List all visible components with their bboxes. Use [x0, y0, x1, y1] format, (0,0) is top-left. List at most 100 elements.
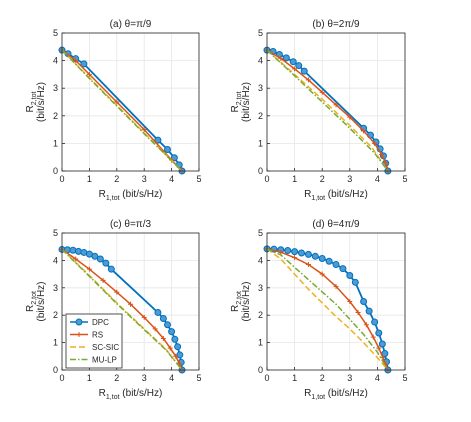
series-line-MU-LP: [61, 49, 183, 172]
point-RS: [114, 99, 120, 105]
axes-frame: [61, 232, 200, 371]
y-tick-label: 3: [53, 83, 58, 93]
axes-frame: [61, 32, 200, 172]
panel-title: (b) θ=2π/9: [312, 19, 360, 30]
x-tick-label: 2: [320, 174, 325, 184]
point-DPC: [171, 335, 179, 343]
point-RS: [376, 345, 382, 351]
x-tick-label: 0: [264, 174, 269, 184]
y-tick-label: 5: [258, 228, 263, 238]
point-DPC: [339, 265, 347, 273]
y-tick-label: 4: [258, 56, 263, 66]
point-DPC: [289, 58, 297, 66]
point-RS: [173, 353, 179, 359]
y-tick-label: 0: [258, 166, 263, 176]
y-tick-label: 3: [53, 283, 58, 293]
point-RS: [370, 334, 376, 340]
x-tick-label: 3: [142, 373, 147, 383]
point-RS: [333, 102, 339, 108]
point-DPC: [375, 329, 383, 337]
series-line-MU-LP: [61, 248, 183, 371]
legend-marker-RS: [76, 332, 82, 337]
point-RS: [372, 140, 378, 146]
x-tick-label: 0: [264, 373, 269, 383]
y-tick-label: 1: [258, 138, 263, 148]
point-DPC: [291, 248, 299, 256]
x-tick-label: 5: [402, 373, 407, 383]
y-axis-label: R2,tot: [230, 291, 243, 312]
y-tick-label: 0: [53, 365, 58, 375]
y-axis-unit: (bit/s/Hz): [241, 282, 252, 322]
point-DPC: [351, 278, 359, 286]
y-tick-label: 1: [258, 338, 263, 348]
x-tick-label: 2: [114, 373, 119, 383]
y-tick-label: 0: [53, 166, 58, 176]
y-tick-label: 3: [258, 83, 263, 93]
point-RS: [167, 345, 173, 351]
series-line-MU-LP: [266, 49, 389, 172]
point-DPC: [365, 307, 373, 315]
point-DPC: [378, 340, 386, 348]
point-RS: [319, 89, 325, 95]
point-DPC: [360, 298, 368, 305]
point-RS: [278, 249, 284, 255]
point-RS: [363, 322, 369, 328]
x-axis-label: R1,tot (bit/s/Hz): [304, 189, 368, 202]
y-axis-label: R2,tot: [25, 291, 38, 312]
legend-label-RS: RS: [92, 331, 103, 340]
x-tick-label: 3: [142, 174, 147, 184]
legend-label-MU-LP: MU-LP: [92, 356, 117, 365]
point-RS: [361, 128, 367, 134]
point-RS: [292, 66, 298, 72]
point-RS: [114, 289, 120, 295]
x-tick-label: 0: [59, 174, 64, 184]
y-tick-label: 4: [53, 255, 58, 265]
panel-title: (d) θ=4π/9: [312, 219, 360, 230]
point-RS: [305, 77, 311, 83]
panel-0: 0 1 2 3 4 5 0 1 2 3 4 5 (a) θ=π/9 R1,tot (bit/s/Hz) R2…: [25, 19, 202, 202]
y-axis-unit: (bit/s/Hz): [241, 82, 252, 122]
point-DPC: [298, 249, 305, 257]
y-axis-unit: (bit/s/Hz): [36, 282, 47, 322]
x-tick-label: 4: [169, 174, 174, 184]
panel-title: (c) θ=π/3: [110, 219, 152, 230]
panel-3: 0 1 2 3 4 5 0 1 2 3 4 5 (d) θ=4π/9 R1,tot (bit/s/Hz) R…: [230, 219, 408, 401]
y-axis-unit: (bit/s/Hz): [36, 82, 47, 122]
x-tick-label: 3: [347, 174, 352, 184]
x-tick-label: 5: [196, 373, 201, 383]
point-DPC: [284, 247, 292, 255]
point-DPC: [295, 62, 303, 70]
point-DPC: [332, 261, 340, 269]
point-RS: [333, 283, 339, 289]
plot-area: [62, 33, 199, 171]
legend: DPC RS SC-SIC MU-LP: [65, 313, 123, 369]
point-DPC: [102, 259, 110, 267]
axes-frame: [266, 232, 406, 371]
point-RS: [141, 127, 147, 133]
point-DPC: [96, 255, 104, 263]
legend-label-DPC: DPC: [92, 318, 109, 327]
y-tick-label: 3: [258, 283, 263, 293]
point-DPC: [371, 318, 379, 326]
x-tick-label: 4: [375, 373, 380, 383]
y-tick-label: 0: [258, 365, 263, 375]
series-line-SC-SIC: [266, 49, 389, 172]
y-tick-label: 2: [53, 310, 58, 320]
point-DPC: [311, 252, 319, 260]
y-tick-label: 5: [258, 28, 263, 38]
point-DPC: [176, 351, 184, 359]
x-tick-label: 2: [114, 174, 119, 184]
point-RS: [278, 55, 284, 61]
point-DPC: [74, 247, 82, 255]
point-RS: [292, 255, 298, 261]
point-DPC: [300, 67, 308, 75]
y-tick-label: 2: [258, 111, 263, 121]
point-RS: [86, 266, 92, 272]
y-tick-label: 5: [53, 28, 58, 38]
point-DPC: [69, 246, 77, 254]
point-RS: [141, 314, 147, 320]
x-tick-label: 5: [402, 174, 407, 184]
point-DPC: [174, 343, 182, 351]
y-tick-label: 1: [53, 338, 58, 348]
panel-2: 0 1 2 3 4 5 0 1 2 3 4 5 (c) θ=π/3 R1,tot (bit/s/Hz) R2…: [25, 219, 202, 401]
